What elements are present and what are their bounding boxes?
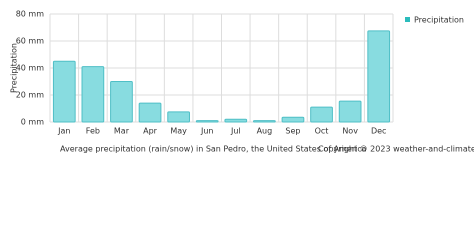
x-tick-label: Aug bbox=[257, 127, 273, 136]
y-tick-label: 80 mm bbox=[16, 10, 45, 19]
bar bbox=[281, 116, 305, 123]
legend-swatch bbox=[405, 17, 410, 22]
y-axis-label: Precipitation bbox=[10, 43, 19, 93]
bar bbox=[253, 120, 276, 123]
bar bbox=[195, 120, 219, 123]
x-tick-label: Feb bbox=[86, 127, 100, 136]
y-tick-label: 60 mm bbox=[16, 37, 45, 46]
x-tick-label: Mar bbox=[114, 127, 130, 136]
y-tick-label: 40 mm bbox=[16, 64, 45, 73]
copyright: Copyright © 2023 weather-and-climate.com bbox=[318, 145, 474, 154]
bar bbox=[167, 111, 190, 123]
x-tick-label: Apr bbox=[143, 127, 158, 136]
bar bbox=[81, 66, 105, 123]
legend-label: Precipitation bbox=[414, 16, 464, 25]
x-tick-label: Nov bbox=[342, 127, 358, 136]
x-tick-label: Oct bbox=[315, 127, 329, 136]
bar bbox=[110, 81, 133, 123]
x-tick-label: May bbox=[170, 127, 187, 136]
x-tick-label: Jun bbox=[200, 127, 214, 136]
bar bbox=[338, 100, 362, 123]
x-tick-label: Dec bbox=[371, 127, 386, 136]
x-tick-label: Jul bbox=[230, 127, 241, 136]
caption: Average precipitation (rain/snow) in San… bbox=[60, 145, 367, 154]
bar bbox=[138, 102, 162, 123]
bar bbox=[310, 106, 333, 123]
y-tick-label: 0 mm bbox=[21, 118, 44, 127]
bar bbox=[52, 60, 76, 123]
x-tick-label: Sep bbox=[285, 127, 300, 136]
y-tick-label: 20 mm bbox=[16, 91, 45, 100]
x-tick-label: Jan bbox=[57, 127, 70, 136]
bar bbox=[224, 118, 248, 123]
bar bbox=[367, 30, 391, 123]
chart: Precipitation Average precipitation (rai… bbox=[10, 10, 474, 154]
